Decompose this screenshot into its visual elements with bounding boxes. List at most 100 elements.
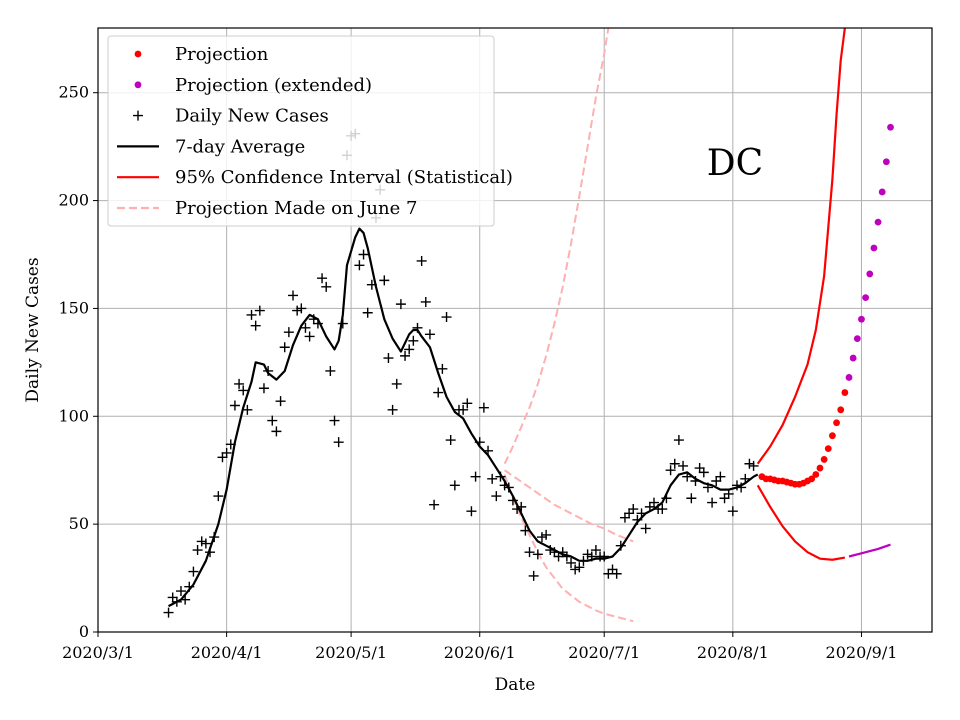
projection-made-on-june-7-middle-line (504, 469, 634, 543)
daily-case-point (619, 512, 630, 523)
projection-extended-point (882, 158, 890, 166)
daily-case-point (200, 538, 211, 549)
daily-case-point (325, 365, 336, 376)
95-confidence-interval-statistical-lower-line (756, 484, 846, 561)
daily-case-point (254, 305, 265, 316)
daily-case-point (337, 318, 348, 329)
daily-case-point (271, 426, 282, 437)
projection-point (829, 432, 836, 440)
y-tick-label: 150 (58, 298, 89, 317)
daily-case-point (458, 404, 469, 415)
legend-daily-new-cases-label: Daily New Cases (175, 106, 329, 127)
daily-case-point (624, 508, 635, 519)
daily-case-point (474, 437, 485, 448)
95-confidence-interval-statistical-lower-extended-line (848, 543, 891, 558)
daily-case-point (229, 400, 240, 411)
series-layer (163, 28, 894, 623)
daily-case-point (317, 273, 328, 284)
daily-case-point (188, 566, 199, 577)
daily-case-point (433, 387, 444, 398)
daily-case-point (250, 320, 261, 331)
axis-ticks: 2020/3/1 2020/4/1 2020/5/1 2020/6/1 2020/7/1… (58, 83, 897, 662)
daily-case-point (607, 564, 618, 575)
daily-case-point (723, 488, 734, 499)
x-tick-label: 2020/9/1 (826, 643, 898, 662)
projection-point (820, 456, 828, 463)
daily-case-point (731, 480, 742, 491)
daily-case-point (246, 309, 257, 320)
daily-case-point (283, 327, 294, 338)
daily-case-point (574, 562, 585, 573)
projection-extended-point (866, 270, 874, 278)
daily-case-point (234, 378, 245, 389)
y-axis-title: Daily New Cases (23, 257, 43, 402)
y-tick-label: 250 (58, 83, 89, 102)
projection-extended-point (870, 244, 878, 252)
projection-point (812, 471, 820, 478)
daily-case-point (698, 467, 709, 478)
projection-point (841, 389, 849, 396)
legend-projection-extended-label: Projection (extended) (175, 75, 372, 96)
daily-case-point (441, 312, 452, 323)
daily-case-point (483, 445, 494, 456)
x-tick-label: 2020/4/1 (191, 643, 263, 662)
x-tick-label: 2020/7/1 (568, 643, 640, 662)
daily-case-point (420, 296, 431, 307)
daily-case-point (333, 437, 344, 448)
daily-case-point (561, 551, 572, 562)
95-confidence-interval-statistical-line (756, 28, 846, 465)
daily-case-point (308, 314, 319, 325)
daily-case-point (649, 497, 659, 508)
daily-case-point (462, 398, 473, 409)
daily-case-point (167, 592, 178, 603)
daily-case-point (495, 471, 506, 482)
daily-case-point (354, 260, 365, 271)
daily-case-point (566, 557, 577, 568)
daily-case-point (379, 275, 390, 286)
y-tick-label: 100 (58, 406, 89, 425)
daily-case-point (292, 305, 303, 316)
projection-point (816, 464, 824, 472)
daily-case-point (640, 523, 651, 534)
projection-point (824, 445, 832, 453)
projection-extended-point (887, 123, 894, 131)
daily-case-point (408, 335, 419, 346)
projection-extended-point (853, 335, 861, 343)
legend: Projection Projection (extended) Daily New… (107, 35, 513, 227)
daily-case-point (740, 473, 751, 484)
daily-case-point (437, 363, 448, 374)
daily-case-point (715, 471, 726, 482)
daily-case-point (690, 476, 701, 486)
daily-case-point (242, 404, 253, 415)
daily-case-point (321, 281, 332, 292)
daily-case-point (213, 491, 224, 502)
projection-point (837, 406, 845, 414)
daily-case-point (678, 460, 689, 471)
daily-case-point (686, 493, 697, 504)
projection-extended-point (874, 218, 882, 226)
y-tick-label: 50 (69, 514, 89, 533)
projection-extended-point (849, 354, 857, 362)
chart-annotation: DC (707, 143, 763, 184)
daily-case-point (258, 383, 269, 394)
daily-case-point (570, 564, 581, 575)
daily-case-point (632, 514, 643, 525)
daily-case-point (491, 491, 502, 502)
plot-frame (97, 27, 933, 633)
legend-projection-label: Projection (175, 44, 269, 65)
daily-case-point (163, 607, 174, 618)
daily-case-point (412, 322, 423, 333)
daily-case-point (611, 568, 622, 579)
daily-case-point (279, 342, 290, 353)
x-tick-label: 2020/8/1 (697, 643, 769, 662)
daily-case-point (644, 501, 655, 512)
daily-case-point (171, 596, 182, 607)
daily-case-point (180, 594, 191, 605)
daily-case-point (682, 471, 693, 482)
daily-case-point (362, 307, 373, 318)
daily-case-point (383, 353, 394, 364)
7-day-average-line (168, 227, 759, 608)
daily-case-point (507, 495, 518, 506)
daily-case-point (196, 536, 207, 547)
